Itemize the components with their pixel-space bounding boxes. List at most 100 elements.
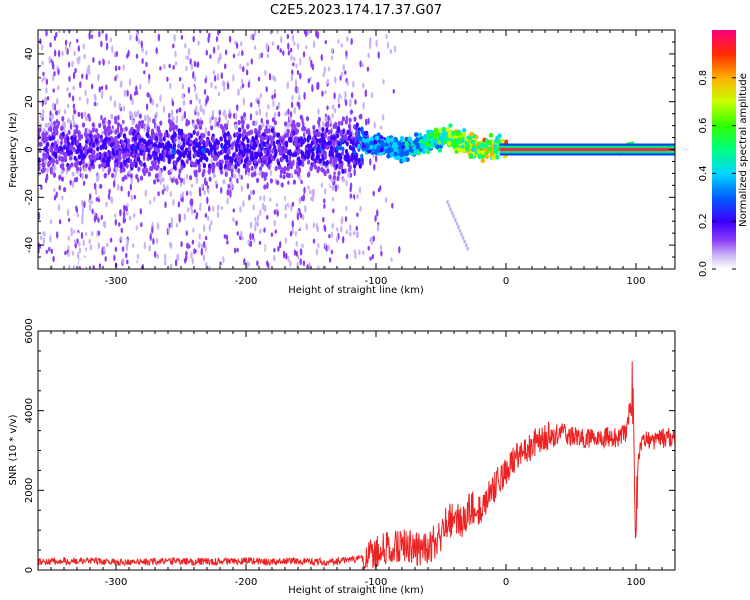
spectrogram-cell bbox=[393, 151, 398, 157]
spectrogram-cell bbox=[266, 182, 269, 190]
spectrogram-cell bbox=[262, 171, 266, 178]
spectrogram-cell bbox=[243, 128, 247, 134]
spectrogram-cell bbox=[246, 183, 250, 189]
spectrogram-cell bbox=[52, 172, 57, 178]
spectrogram-cell bbox=[96, 146, 100, 152]
spectrogram-cell bbox=[405, 157, 410, 163]
spectrogram-cell bbox=[38, 164, 41, 170]
spectrogram-cell bbox=[189, 58, 192, 65]
spectrogram-cell bbox=[173, 34, 176, 42]
spectrogram-cell bbox=[254, 154, 258, 160]
spectrogram-cell bbox=[434, 133, 440, 139]
spectrogram-cell bbox=[254, 224, 257, 232]
spectrogram-cell bbox=[38, 127, 42, 133]
spectrogram-cell bbox=[197, 146, 201, 152]
spectrogram-cell bbox=[82, 43, 86, 50]
spectrogram-cell bbox=[45, 30, 48, 37]
spectrogram-cell bbox=[155, 47, 158, 55]
spectrogram-cell bbox=[76, 38, 79, 44]
colorbar-tick-label: 0.0 bbox=[698, 261, 709, 277]
spectrogram-cell bbox=[265, 42, 269, 51]
spectrogram-cell bbox=[78, 160, 82, 166]
spectrogram-cell bbox=[303, 172, 306, 177]
spectrogram-cell bbox=[333, 107, 337, 114]
spectrogram-cell bbox=[73, 177, 77, 183]
spectrogram-cell bbox=[97, 73, 100, 82]
spectrogram-cell bbox=[181, 115, 184, 122]
spectrogram-cell bbox=[261, 202, 265, 211]
spectrogram-cell bbox=[155, 111, 158, 118]
spectrogram-cell bbox=[78, 55, 81, 62]
spectrogram-cell bbox=[146, 52, 150, 60]
spectrogram-cell bbox=[171, 100, 175, 107]
spectrogram-cell bbox=[232, 53, 236, 59]
spectrogram-cell bbox=[290, 122, 294, 128]
spectrogram-cell bbox=[413, 132, 419, 138]
spectrogram-cell bbox=[250, 34, 253, 40]
spectrogram-cell bbox=[495, 154, 500, 160]
spectrogram-cell bbox=[197, 167, 201, 173]
spectrogram-cell bbox=[299, 72, 302, 80]
spectrogram-cell bbox=[267, 103, 270, 110]
spectrogram-cell bbox=[76, 212, 80, 218]
spectrogram-cell bbox=[277, 143, 281, 149]
spectrogram-cell bbox=[92, 265, 95, 269]
spectrogram-cell bbox=[188, 155, 192, 161]
spectrogram-cell bbox=[140, 123, 144, 129]
spectrogram-cell bbox=[41, 157, 45, 163]
spectrogram-cell bbox=[93, 134, 97, 140]
spectrogram-cell bbox=[312, 238, 316, 244]
spectrogram-cell bbox=[370, 236, 373, 243]
spectrogram-cell bbox=[429, 142, 434, 148]
spectrogram-cell bbox=[382, 114, 385, 121]
spectrogram-cell bbox=[108, 166, 111, 173]
spectrogram-cell bbox=[271, 148, 275, 154]
spectrogram-cell bbox=[107, 193, 111, 200]
spectrogram-cell bbox=[126, 238, 129, 247]
spectrogram-cell bbox=[84, 249, 87, 257]
spectrogram-cell bbox=[81, 172, 84, 181]
spectrogram-cell bbox=[194, 172, 198, 178]
spectrogram-cell bbox=[345, 136, 349, 143]
spectrogram-cell bbox=[68, 30, 71, 34]
colorbar-ticks: 0.0 0.2 0.4 0.6 0.8 bbox=[698, 70, 736, 277]
spectrogram-cell bbox=[332, 174, 336, 180]
spectrogram-cell bbox=[169, 190, 172, 198]
spectrogram-cell bbox=[347, 30, 350, 35]
spectrogram-cell bbox=[240, 214, 243, 220]
spectrogram-cell bbox=[51, 135, 55, 141]
spectrogram-cell bbox=[185, 251, 188, 256]
figure-title: C2E5.2023.174.17.37.G07 bbox=[270, 3, 442, 18]
spectrogram-cell bbox=[55, 31, 58, 38]
spectrogram-cell bbox=[98, 60, 101, 65]
spectrogram-cell bbox=[323, 170, 327, 177]
spectrogram-cell bbox=[269, 197, 272, 202]
spectrogram-cell bbox=[262, 141, 266, 147]
spectrogram-cell bbox=[391, 202, 394, 209]
spectrogram-cell bbox=[241, 78, 244, 85]
spectrogram-cell bbox=[77, 251, 80, 260]
spectrogram-cell bbox=[60, 156, 64, 163]
spectrogram-cell bbox=[247, 239, 250, 245]
spectrogram-cell bbox=[69, 144, 73, 150]
spectrogram-cell bbox=[122, 167, 126, 173]
spectrogram-cell bbox=[52, 74, 55, 82]
spectrogram-cell bbox=[129, 34, 132, 41]
spectrogram-cell bbox=[169, 264, 172, 269]
spectrogram-cell bbox=[162, 183, 166, 190]
spectrogram-cell bbox=[483, 143, 488, 149]
spectrogram-cell bbox=[205, 97, 208, 105]
spectrogram-cell bbox=[140, 40, 143, 48]
spectrogram-cell bbox=[93, 93, 97, 99]
spectrogram-cell bbox=[265, 155, 269, 161]
spectrogram-cell bbox=[452, 214, 456, 219]
spectrogram-cell bbox=[42, 108, 45, 116]
spectrogram-cell bbox=[303, 126, 307, 132]
spectrogram-cell bbox=[135, 225, 138, 231]
spectrogram-cell bbox=[249, 221, 253, 229]
spectrogram-cell bbox=[234, 164, 238, 170]
spectrogram-cell bbox=[443, 130, 448, 136]
spectrogram-cell bbox=[182, 141, 186, 147]
spectrogram-cell bbox=[453, 142, 458, 147]
spectrogram-cell bbox=[250, 58, 253, 65]
